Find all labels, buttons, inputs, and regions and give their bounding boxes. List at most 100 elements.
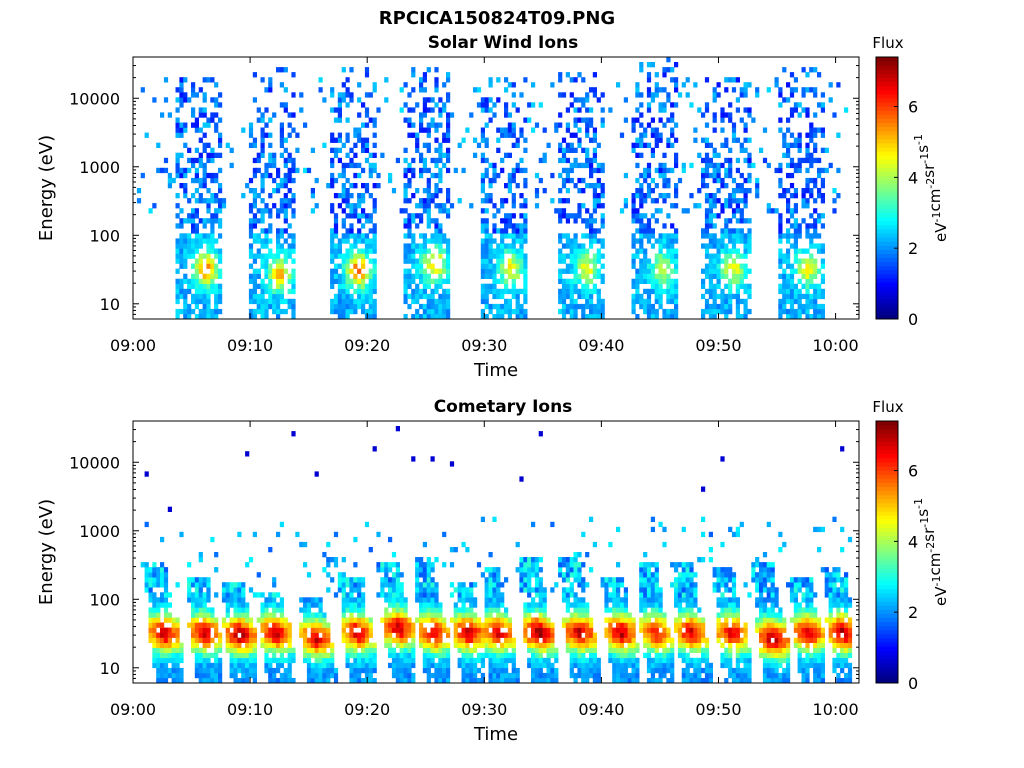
heat-cell — [299, 632, 304, 638]
heat-cell — [272, 627, 277, 633]
heat-cell — [422, 253, 427, 259]
heat-cell — [635, 117, 640, 123]
heat-cell — [256, 233, 261, 239]
heat-cell — [361, 602, 366, 608]
heat-cell — [519, 268, 524, 274]
heat-cell — [403, 273, 408, 279]
heat-cell — [504, 243, 509, 249]
heat-cell — [577, 627, 582, 633]
heat-cell — [391, 552, 397, 558]
heat-cell — [639, 243, 644, 249]
heat-cell — [248, 657, 254, 664]
heat-cell — [248, 127, 254, 133]
heat-cell — [175, 627, 180, 633]
heat-cell — [264, 132, 269, 138]
heat-cell — [589, 268, 594, 274]
heat-cell — [639, 248, 644, 254]
heat-cell — [372, 662, 377, 669]
heat-cell — [523, 228, 528, 234]
heat-cell — [276, 303, 281, 310]
heat-cell — [817, 248, 822, 254]
heat-cell — [704, 298, 710, 305]
heat-cell — [345, 198, 350, 204]
heat-cell — [364, 627, 370, 633]
heat-cell — [426, 597, 431, 603]
heat-cell — [577, 617, 582, 623]
heat-cell — [268, 132, 273, 138]
heat-cell — [650, 62, 655, 68]
heat-cell — [248, 177, 254, 184]
heat-cell — [554, 652, 559, 659]
heat-cell — [534, 622, 540, 628]
heat-cell — [218, 233, 223, 239]
heat-cell — [438, 647, 443, 653]
heat-cell — [585, 278, 590, 284]
heat-cell — [813, 314, 818, 320]
heat-cell — [612, 592, 617, 598]
heat-cell — [534, 637, 540, 643]
heat-cell — [218, 268, 223, 274]
heat-cell — [364, 122, 370, 128]
heat-cell — [786, 97, 791, 103]
heat-cell — [813, 293, 818, 300]
heat-cell — [411, 67, 416, 73]
heat-cell — [507, 303, 512, 310]
heat-cell — [434, 672, 439, 679]
heat-cell — [476, 617, 482, 623]
heat-cell — [778, 253, 783, 259]
heat-cell — [813, 198, 818, 204]
heat-cell — [743, 283, 748, 289]
heat-cell — [646, 183, 652, 189]
heat-cell — [631, 203, 636, 209]
heat-cell — [789, 273, 795, 279]
heat-cell — [561, 572, 567, 578]
heat-cell — [210, 258, 215, 264]
heat-cell — [152, 642, 157, 648]
heat-cell — [198, 652, 203, 659]
heat-cell — [546, 637, 551, 643]
heat-cell — [210, 152, 215, 158]
heat-cell — [616, 662, 621, 669]
heat-cell — [581, 268, 586, 274]
heat-cell — [279, 293, 284, 300]
heat-cell — [511, 652, 516, 659]
heat-cell — [805, 308, 810, 315]
heat-cell — [527, 592, 532, 598]
heat-cell — [654, 87, 659, 93]
heat-cell — [708, 253, 713, 259]
heat-cell — [662, 67, 667, 73]
heat-cell — [650, 127, 655, 133]
heat-cell — [616, 637, 621, 643]
heat-cell — [430, 308, 435, 315]
heat-cell — [399, 607, 404, 613]
heat-cell — [241, 632, 246, 638]
heat-cell — [519, 92, 524, 98]
heat-cell — [635, 213, 640, 219]
heat-cell — [504, 228, 509, 234]
heat-cell — [175, 203, 180, 209]
heat-cell — [492, 617, 497, 623]
heat-cell — [519, 243, 524, 249]
heat-cell — [214, 268, 219, 274]
heat-cell — [731, 198, 737, 204]
heat-cell — [589, 137, 594, 143]
heat-cell — [550, 637, 555, 643]
heat-cell — [152, 607, 157, 613]
heat-cell — [523, 137, 528, 143]
heat-cell — [407, 652, 412, 659]
heat-cell — [422, 278, 427, 284]
heat-cell — [314, 647, 319, 653]
heat-cell — [728, 293, 733, 300]
heat-cell — [507, 632, 512, 638]
heat-cell — [786, 147, 791, 153]
heat-cell — [542, 612, 547, 618]
heat-cell — [287, 223, 292, 229]
heat-cell — [167, 506, 172, 512]
heat-cell — [407, 632, 412, 638]
heat-cell — [569, 92, 574, 98]
heat-cell — [198, 278, 203, 284]
colorbar-swatch — [876, 147, 898, 152]
heat-cell — [488, 672, 493, 679]
heat-cell — [337, 193, 342, 199]
heat-cell — [419, 572, 424, 578]
